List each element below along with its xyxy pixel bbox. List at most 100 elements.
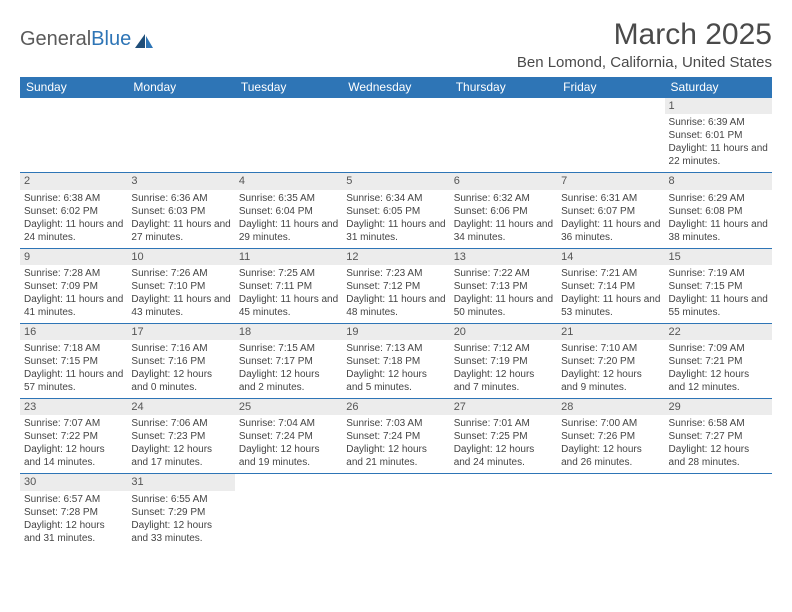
calendar-week-row: 1Sunrise: 6:39 AMSunset: 6:01 PMDaylight… xyxy=(20,98,772,173)
weekday-header-row: Sunday Monday Tuesday Wednesday Thursday… xyxy=(20,77,772,98)
calendar-week-row: 2Sunrise: 6:38 AMSunset: 6:02 PMDaylight… xyxy=(20,173,772,248)
day-number: 22 xyxy=(665,324,772,340)
day-number: 31 xyxy=(127,474,234,490)
day-details: Sunrise: 7:23 AMSunset: 7:12 PMDaylight:… xyxy=(342,265,449,323)
day-number: 8 xyxy=(665,173,772,189)
day-details: Sunrise: 6:32 AMSunset: 6:06 PMDaylight:… xyxy=(450,190,557,248)
calendar-day-cell xyxy=(450,474,557,549)
calendar-day-cell xyxy=(665,474,772,549)
day-details: Sunrise: 6:58 AMSunset: 7:27 PMDaylight:… xyxy=(665,415,772,473)
day-details: Sunrise: 6:55 AMSunset: 7:29 PMDaylight:… xyxy=(127,491,234,549)
calendar-day-cell: 12Sunrise: 7:23 AMSunset: 7:12 PMDayligh… xyxy=(342,248,449,323)
day-details: Sunrise: 7:28 AMSunset: 7:09 PMDaylight:… xyxy=(20,265,127,323)
day-number: 12 xyxy=(342,249,449,265)
day-number: 13 xyxy=(450,249,557,265)
day-details: Sunrise: 7:21 AMSunset: 7:14 PMDaylight:… xyxy=(557,265,664,323)
weekday-header: Wednesday xyxy=(342,77,449,98)
logo-sail-icon xyxy=(133,32,155,50)
day-details: Sunrise: 7:04 AMSunset: 7:24 PMDaylight:… xyxy=(235,415,342,473)
calendar-day-cell xyxy=(342,474,449,549)
calendar-week-row: 23Sunrise: 7:07 AMSunset: 7:22 PMDayligh… xyxy=(20,399,772,474)
day-number: 30 xyxy=(20,474,127,490)
day-number: 24 xyxy=(127,399,234,415)
day-details: Sunrise: 7:25 AMSunset: 7:11 PMDaylight:… xyxy=(235,265,342,323)
calendar-week-row: 9Sunrise: 7:28 AMSunset: 7:09 PMDaylight… xyxy=(20,248,772,323)
calendar-day-cell: 29Sunrise: 6:58 AMSunset: 7:27 PMDayligh… xyxy=(665,399,772,474)
calendar-day-cell xyxy=(557,98,664,173)
calendar-day-cell: 19Sunrise: 7:13 AMSunset: 7:18 PMDayligh… xyxy=(342,323,449,398)
calendar-day-cell: 26Sunrise: 7:03 AMSunset: 7:24 PMDayligh… xyxy=(342,399,449,474)
day-details: Sunrise: 6:38 AMSunset: 6:02 PMDaylight:… xyxy=(20,190,127,248)
day-number: 18 xyxy=(235,324,342,340)
calendar-day-cell: 7Sunrise: 6:31 AMSunset: 6:07 PMDaylight… xyxy=(557,173,664,248)
calendar-day-cell xyxy=(557,474,664,549)
day-details: Sunrise: 7:01 AMSunset: 7:25 PMDaylight:… xyxy=(450,415,557,473)
day-number: 29 xyxy=(665,399,772,415)
title-block: March 2025 Ben Lomond, California, Unite… xyxy=(517,18,772,71)
calendar-day-cell: 21Sunrise: 7:10 AMSunset: 7:20 PMDayligh… xyxy=(557,323,664,398)
day-details: Sunrise: 7:00 AMSunset: 7:26 PMDaylight:… xyxy=(557,415,664,473)
calendar-week-row: 30Sunrise: 6:57 AMSunset: 7:28 PMDayligh… xyxy=(20,474,772,549)
calendar-day-cell xyxy=(20,98,127,173)
calendar-day-cell: 31Sunrise: 6:55 AMSunset: 7:29 PMDayligh… xyxy=(127,474,234,549)
calendar-day-cell: 4Sunrise: 6:35 AMSunset: 6:04 PMDaylight… xyxy=(235,173,342,248)
calendar-day-cell: 18Sunrise: 7:15 AMSunset: 7:17 PMDayligh… xyxy=(235,323,342,398)
calendar-day-cell xyxy=(127,98,234,173)
calendar-day-cell xyxy=(450,98,557,173)
day-details: Sunrise: 7:06 AMSunset: 7:23 PMDaylight:… xyxy=(127,415,234,473)
calendar-day-cell: 1Sunrise: 6:39 AMSunset: 6:01 PMDaylight… xyxy=(665,98,772,173)
calendar-day-cell: 16Sunrise: 7:18 AMSunset: 7:15 PMDayligh… xyxy=(20,323,127,398)
calendar-day-cell: 17Sunrise: 7:16 AMSunset: 7:16 PMDayligh… xyxy=(127,323,234,398)
calendar-day-cell: 13Sunrise: 7:22 AMSunset: 7:13 PMDayligh… xyxy=(450,248,557,323)
month-title: March 2025 xyxy=(517,18,772,52)
day-number: 28 xyxy=(557,399,664,415)
location: Ben Lomond, California, United States xyxy=(517,54,772,71)
calendar-day-cell: 3Sunrise: 6:36 AMSunset: 6:03 PMDaylight… xyxy=(127,173,234,248)
day-number: 4 xyxy=(235,173,342,189)
day-number: 10 xyxy=(127,249,234,265)
calendar-day-cell: 22Sunrise: 7:09 AMSunset: 7:21 PMDayligh… xyxy=(665,323,772,398)
calendar-day-cell: 20Sunrise: 7:12 AMSunset: 7:19 PMDayligh… xyxy=(450,323,557,398)
calendar-day-cell: 6Sunrise: 6:32 AMSunset: 6:06 PMDaylight… xyxy=(450,173,557,248)
calendar-week-row: 16Sunrise: 7:18 AMSunset: 7:15 PMDayligh… xyxy=(20,323,772,398)
calendar-day-cell: 5Sunrise: 6:34 AMSunset: 6:05 PMDaylight… xyxy=(342,173,449,248)
day-number: 27 xyxy=(450,399,557,415)
day-details: Sunrise: 7:18 AMSunset: 7:15 PMDaylight:… xyxy=(20,340,127,398)
day-number: 19 xyxy=(342,324,449,340)
day-details: Sunrise: 7:10 AMSunset: 7:20 PMDaylight:… xyxy=(557,340,664,398)
day-details: Sunrise: 6:29 AMSunset: 6:08 PMDaylight:… xyxy=(665,190,772,248)
day-number: 25 xyxy=(235,399,342,415)
calendar-day-cell xyxy=(235,474,342,549)
calendar-day-cell xyxy=(235,98,342,173)
day-details: Sunrise: 7:16 AMSunset: 7:16 PMDaylight:… xyxy=(127,340,234,398)
day-details: Sunrise: 7:19 AMSunset: 7:15 PMDaylight:… xyxy=(665,265,772,323)
day-number: 3 xyxy=(127,173,234,189)
calendar-day-cell: 15Sunrise: 7:19 AMSunset: 7:15 PMDayligh… xyxy=(665,248,772,323)
day-details: Sunrise: 6:35 AMSunset: 6:04 PMDaylight:… xyxy=(235,190,342,248)
calendar-day-cell: 30Sunrise: 6:57 AMSunset: 7:28 PMDayligh… xyxy=(20,474,127,549)
day-details: Sunrise: 7:15 AMSunset: 7:17 PMDaylight:… xyxy=(235,340,342,398)
calendar-day-cell: 24Sunrise: 7:06 AMSunset: 7:23 PMDayligh… xyxy=(127,399,234,474)
weekday-header: Sunday xyxy=(20,77,127,98)
calendar-day-cell: 2Sunrise: 6:38 AMSunset: 6:02 PMDaylight… xyxy=(20,173,127,248)
calendar-day-cell: 25Sunrise: 7:04 AMSunset: 7:24 PMDayligh… xyxy=(235,399,342,474)
calendar-day-cell: 28Sunrise: 7:00 AMSunset: 7:26 PMDayligh… xyxy=(557,399,664,474)
weekday-header: Saturday xyxy=(665,77,772,98)
day-details: Sunrise: 6:36 AMSunset: 6:03 PMDaylight:… xyxy=(127,190,234,248)
weekday-header: Friday xyxy=(557,77,664,98)
day-number: 11 xyxy=(235,249,342,265)
day-details: Sunrise: 6:57 AMSunset: 7:28 PMDaylight:… xyxy=(20,491,127,549)
calendar-day-cell: 14Sunrise: 7:21 AMSunset: 7:14 PMDayligh… xyxy=(557,248,664,323)
logo: GeneralBlue xyxy=(20,18,155,51)
calendar-day-cell xyxy=(342,98,449,173)
calendar-table: Sunday Monday Tuesday Wednesday Thursday… xyxy=(20,77,772,549)
day-number: 6 xyxy=(450,173,557,189)
day-details: Sunrise: 6:34 AMSunset: 6:05 PMDaylight:… xyxy=(342,190,449,248)
day-number: 20 xyxy=(450,324,557,340)
day-details: Sunrise: 7:03 AMSunset: 7:24 PMDaylight:… xyxy=(342,415,449,473)
day-details: Sunrise: 7:22 AMSunset: 7:13 PMDaylight:… xyxy=(450,265,557,323)
day-number: 1 xyxy=(665,98,772,114)
logo-text-2: Blue xyxy=(91,28,131,51)
day-details: Sunrise: 6:39 AMSunset: 6:01 PMDaylight:… xyxy=(665,114,772,172)
header: GeneralBlue March 2025 Ben Lomond, Calif… xyxy=(20,18,772,71)
